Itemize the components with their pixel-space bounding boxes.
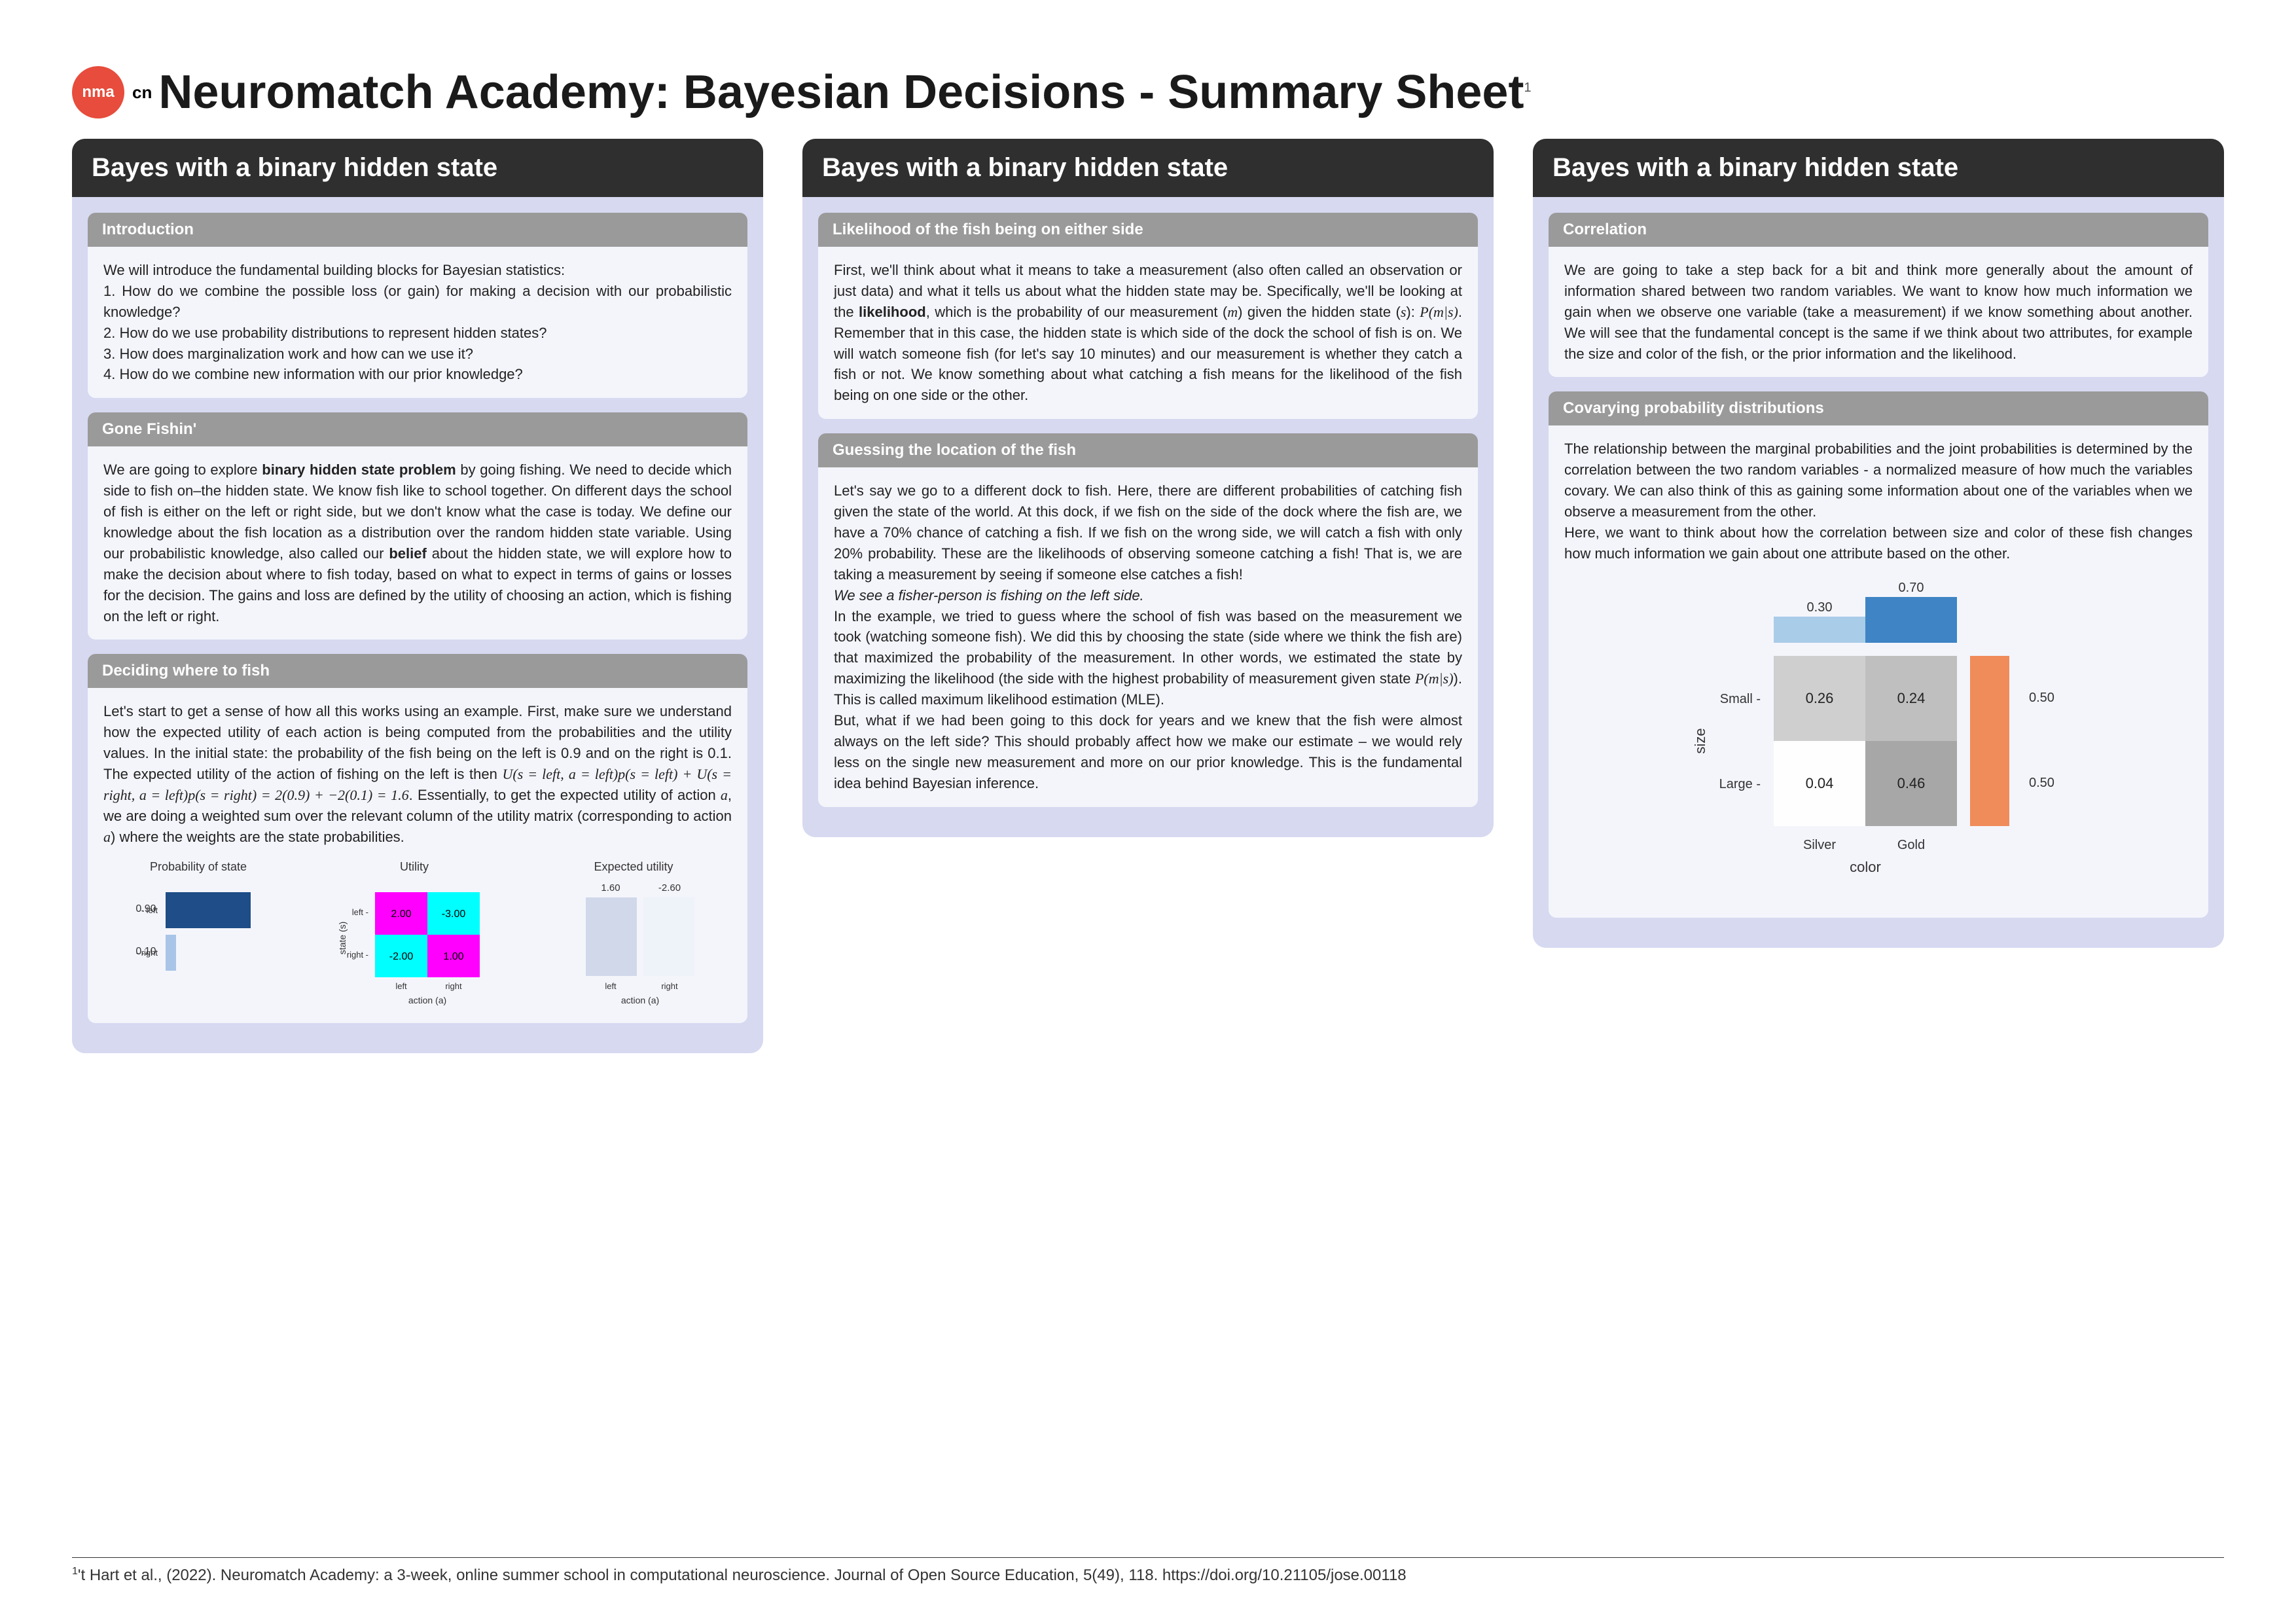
correlation-heatmap: 0.30 0.70 0.26 0.24 0.04 0.46	[1564, 577, 2193, 905]
svg-text:0.70: 0.70	[1899, 581, 1924, 595]
svg-text:0.24: 0.24	[1897, 690, 1926, 706]
page-header: nma cn Neuromatch Academy: Bayesian Deci…	[72, 65, 2224, 119]
footnote-text: 't Hart et al., (2022). Neuromatch Acade…	[78, 1566, 1407, 1584]
svg-text:0.50: 0.50	[2029, 776, 2054, 790]
chart-expected-utility: Expected utility 1.60 -2.60 left right a…	[558, 858, 709, 1010]
svg-text:0.50: 0.50	[2029, 691, 2054, 705]
svg-text:- left: - left	[141, 905, 158, 915]
svg-text:1.60: 1.60	[601, 882, 620, 893]
panel-col-1: Bayes with a binary hidden state Introdu…	[72, 139, 763, 1053]
footnote-marker: 1	[72, 1566, 78, 1577]
section-header: Introduction	[88, 213, 747, 247]
page-title: Neuromatch Academy: Bayesian Decisions -…	[158, 65, 1531, 119]
panel-col-3: Bayes with a binary hidden state Correla…	[1533, 139, 2224, 948]
content-columns: Bayes with a binary hidden state Introdu…	[72, 139, 2224, 1053]
footnote: 1't Hart et al., (2022). Neuromatch Acad…	[72, 1557, 2224, 1585]
panel-header: Bayes with a binary hidden state	[802, 139, 1494, 197]
section-header: Likelihood of the fish being on either s…	[818, 213, 1478, 247]
svg-text:left: left	[605, 981, 617, 991]
panel-body: Introduction We will introduce the funda…	[72, 197, 763, 1053]
svg-text:-3.00: -3.00	[442, 909, 466, 920]
svg-text:1.00: 1.00	[443, 951, 463, 962]
logo-subtext: cn	[132, 82, 152, 103]
section-correlation: Correlation We are going to take a step …	[1549, 213, 2208, 377]
section-body: We are going to take a step back for a b…	[1549, 247, 2208, 377]
section-body: The relationship between the marginal pr…	[1549, 425, 2208, 917]
section-header: Correlation	[1549, 213, 2208, 247]
section-covarying: Covarying probability distributions The …	[1549, 391, 2208, 917]
svg-text:Gold: Gold	[1897, 838, 1925, 852]
section-header: Guessing the location of the fish	[818, 433, 1478, 467]
section-header: Gone Fishin'	[88, 412, 747, 446]
section-deciding-where-to-fish: Deciding where to fish Let's start to ge…	[88, 654, 747, 1022]
svg-text:right -: right -	[347, 950, 368, 960]
svg-text:-2.00: -2.00	[389, 951, 414, 962]
chart-title: Probability of state	[150, 858, 247, 875]
svg-text:Small -: Small -	[1720, 692, 1761, 706]
svg-text:left: left	[395, 981, 407, 991]
page-title-footnote-marker: 1	[1524, 81, 1531, 95]
svg-text:0.04: 0.04	[1806, 775, 1834, 791]
section-introduction: Introduction We will introduce the funda…	[88, 213, 747, 398]
svg-text:-2.60: -2.60	[658, 882, 681, 893]
prob-utility-charts: Probability of state 0.90 0.10 - left - …	[103, 858, 732, 1010]
svg-text:Large -: Large -	[1719, 777, 1761, 791]
section-gone-fishin: Gone Fishin' We are going to explore bin…	[88, 412, 747, 640]
svg-text:2.00: 2.00	[391, 909, 411, 920]
section-header: Deciding where to fish	[88, 654, 747, 688]
chart-title: Expected utility	[594, 858, 673, 875]
chart-title: Utility	[400, 858, 429, 875]
section-body: We are going to explore binary hidden st…	[88, 446, 747, 640]
svg-text:state (s): state (s)	[337, 922, 348, 955]
svg-text:action (a): action (a)	[408, 995, 446, 1005]
logo-text: nma	[82, 83, 114, 101]
section-body: Let's say we go to a different dock to f…	[818, 467, 1478, 806]
heatmap-chart-icon: 0.30 0.70 0.26 0.24 0.04 0.46	[1676, 577, 2081, 905]
section-body: First, we'll think about what it means t…	[818, 247, 1478, 419]
svg-text:right: right	[661, 981, 678, 991]
svg-text:0.30: 0.30	[1807, 600, 1833, 615]
svg-text:left -: left -	[352, 907, 368, 917]
chart-utility: Utility 2.00 -3.00 -2.00 1.00 left -	[329, 858, 499, 1010]
panel-header: Bayes with a binary hidden state	[72, 139, 763, 197]
svg-text:color: color	[1850, 859, 1881, 875]
svg-text:Silver: Silver	[1803, 838, 1836, 852]
bar-chart-icon: 1.60 -2.60 left right action (a)	[558, 879, 709, 1010]
section-likelihood: Likelihood of the fish being on either s…	[818, 213, 1478, 419]
svg-text:- right: - right	[136, 948, 158, 958]
page-title-text: Neuromatch Academy: Bayesian Decisions -…	[158, 66, 1524, 118]
chart-probability-of-state: Probability of state 0.90 0.10 - left - …	[126, 858, 270, 1010]
heatmap-icon: 2.00 -3.00 -2.00 1.00 left - right - lef…	[329, 879, 499, 1010]
svg-text:action (a): action (a)	[621, 995, 659, 1005]
section-text: Let's start to get a sense of how all th…	[103, 701, 732, 847]
svg-text:right: right	[445, 981, 462, 991]
section-body: We will introduce the fundamental buildi…	[88, 247, 747, 398]
bar-chart-icon: 0.90 0.10 - left - right	[126, 879, 270, 990]
section-body: Let's start to get a sense of how all th…	[88, 688, 747, 1022]
svg-text:size: size	[1692, 728, 1708, 753]
section-header: Covarying probability distributions	[1549, 391, 2208, 425]
nma-logo-icon: nma	[72, 66, 124, 118]
panel-body: Correlation We are going to take a step …	[1533, 197, 2224, 948]
svg-text:0.26: 0.26	[1806, 690, 1834, 706]
panel-body: Likelihood of the fish being on either s…	[802, 197, 1494, 837]
panel-header: Bayes with a binary hidden state	[1533, 139, 2224, 197]
section-guessing-location: Guessing the location of the fish Let's …	[818, 433, 1478, 806]
svg-text:0.46: 0.46	[1897, 775, 1926, 791]
panel-col-2: Bayes with a binary hidden state Likelih…	[802, 139, 1494, 837]
section-text: The relationship between the marginal pr…	[1564, 439, 2193, 564]
